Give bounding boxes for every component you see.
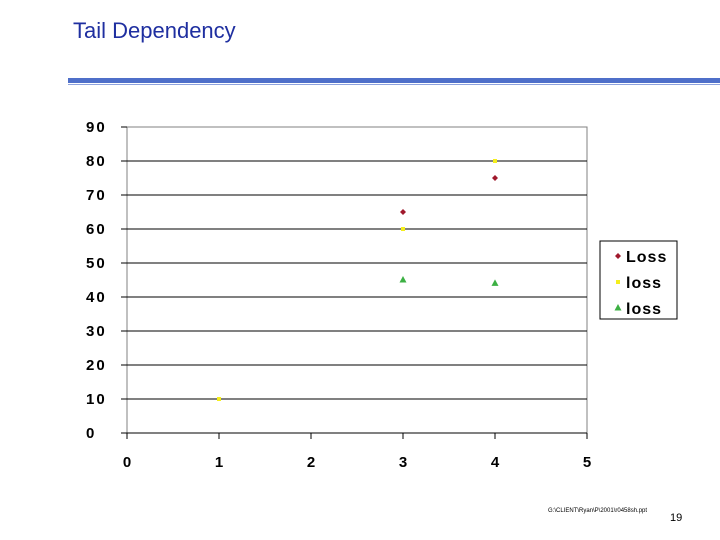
x-tick-label: 3 bbox=[399, 454, 407, 471]
y-tick-label: 90 bbox=[86, 119, 107, 136]
y-tick-label: 10 bbox=[86, 391, 107, 408]
y-tick-label: 50 bbox=[86, 255, 107, 272]
legend-marker bbox=[614, 304, 622, 311]
data-point-series-1 bbox=[492, 175, 498, 181]
file-path-footer: G:\CLIENT\Ryan\P\2001\r0458sh.ppt bbox=[548, 508, 648, 514]
data-point-series-3 bbox=[399, 276, 407, 283]
legend-label: loss bbox=[626, 301, 662, 318]
legend-marker bbox=[615, 253, 621, 259]
x-tick-label: 2 bbox=[307, 454, 315, 471]
plot-area bbox=[126, 126, 588, 434]
legend-label: loss bbox=[626, 275, 662, 292]
y-tick-label: 20 bbox=[86, 357, 107, 374]
data-point-series-2 bbox=[217, 397, 221, 401]
y-tick-label: 0 bbox=[86, 425, 96, 442]
legend-marker bbox=[616, 280, 620, 284]
y-tick-label: 60 bbox=[86, 221, 107, 238]
title-rule bbox=[68, 78, 720, 83]
slide-title: Tail Dependency bbox=[73, 18, 236, 43]
legend-label: Loss bbox=[626, 249, 667, 266]
y-tick-label: 70 bbox=[86, 187, 107, 204]
data-point-series-1 bbox=[400, 209, 406, 215]
data-point-series-3 bbox=[491, 279, 499, 286]
y-tick-label: 30 bbox=[86, 323, 107, 340]
legend: Loss loss loss bbox=[599, 240, 678, 320]
y-tick-label: 40 bbox=[86, 289, 107, 306]
data-point-series-2 bbox=[401, 227, 405, 231]
data-point-series-2 bbox=[493, 159, 497, 163]
x-tick-label: 4 bbox=[491, 454, 500, 471]
page-number: 19 bbox=[670, 512, 683, 524]
x-tick-label: 1 bbox=[215, 454, 223, 471]
y-tick-label: 80 bbox=[86, 153, 107, 170]
x-tick-label: 5 bbox=[583, 454, 591, 471]
legend-box bbox=[599, 240, 678, 320]
title-rule-thin bbox=[68, 84, 720, 85]
x-tick-label: 0 bbox=[123, 454, 131, 471]
